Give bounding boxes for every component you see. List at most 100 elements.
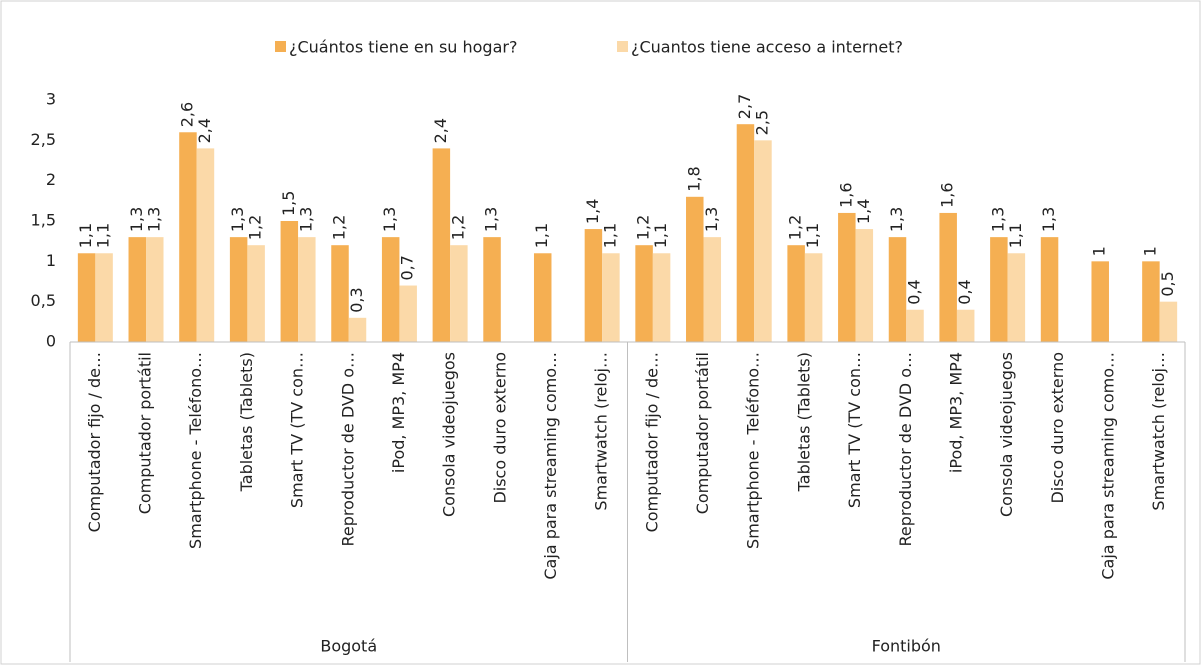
bar <box>399 285 417 342</box>
value-label: 1,8 <box>684 166 703 191</box>
bar <box>298 237 316 342</box>
x-tick-label: Consola videojuegos <box>997 352 1016 517</box>
bar <box>247 245 265 342</box>
x-tick-label: iPod, MP3, MP4 <box>946 352 965 473</box>
value-label: 1,3 <box>380 207 399 232</box>
bar <box>804 253 823 342</box>
value-label: 0,7 <box>398 255 417 280</box>
value-label: 1,2 <box>448 215 467 240</box>
value-label: 1,2 <box>330 215 349 240</box>
bar <box>1159 301 1178 342</box>
x-tick-label: Computador fijo / de… <box>642 352 661 532</box>
bar <box>703 237 722 342</box>
x-tick-label: Computador fijo / de… <box>85 352 104 532</box>
y-tick-label: 1 <box>46 251 56 270</box>
bar <box>939 212 957 342</box>
y-tick-label: 0 <box>46 332 56 351</box>
x-tick-label: Smartwatch (reloj… <box>592 352 611 511</box>
x-tick-label: Disco duro externo <box>490 352 509 504</box>
bar <box>77 253 96 342</box>
bar <box>754 140 772 342</box>
y-tick-label: 2 <box>46 170 56 189</box>
value-label: 1,2 <box>246 215 265 240</box>
value-label: 1,3 <box>296 207 315 232</box>
value-label: 1,6 <box>938 182 957 207</box>
x-tick-label: Reproductor de DVD o… <box>896 352 915 547</box>
bar <box>635 245 653 342</box>
value-label: 2,5 <box>752 110 771 135</box>
value-label: 1,1 <box>803 223 822 248</box>
x-tick-label: Smartphone - Teléfono… <box>186 352 205 549</box>
bar <box>602 253 620 342</box>
x-tick-label: Smartphone - Teléfono… <box>744 352 763 549</box>
x-tick-label: Caja para streaming como… <box>541 352 560 580</box>
value-label: 1,2 <box>786 215 805 240</box>
bar <box>1007 253 1026 342</box>
value-label: 1,4 <box>854 199 873 224</box>
y-tick-label: 1,5 <box>31 211 56 230</box>
x-tick-label: Smart TV (TV con… <box>288 352 307 508</box>
bar <box>146 237 164 342</box>
value-label: 1,1 <box>600 223 619 248</box>
x-tick-label: Smartwatch (reloj… <box>1149 352 1168 511</box>
group-label: Fontibón <box>872 637 941 656</box>
value-label: 2,4 <box>431 118 450 143</box>
y-tick-label: 0,5 <box>31 291 56 310</box>
value-label: 1,5 <box>279 191 298 216</box>
value-label: 1,3 <box>127 207 146 232</box>
bar <box>95 253 113 342</box>
value-label: 1,3 <box>228 207 247 232</box>
x-tick-label: Computador portátil <box>136 352 155 514</box>
y-tick-label: 3 <box>46 90 56 109</box>
value-label: 1,3 <box>988 207 1007 232</box>
x-tick-label: Smart TV (TV con… <box>845 352 864 508</box>
bar <box>483 237 501 342</box>
bar <box>1040 237 1059 342</box>
value-label: 2,7 <box>735 94 754 119</box>
bar <box>584 229 603 342</box>
x-tick-label: Computador portátil <box>693 352 712 514</box>
bar <box>652 253 671 342</box>
legend-swatch <box>275 41 286 52</box>
value-label: 1 <box>1090 246 1109 256</box>
x-tick-label: Caja para streaming como… <box>1098 352 1117 580</box>
bar <box>888 237 907 342</box>
bar <box>381 237 400 342</box>
value-label: 2,4 <box>195 118 214 143</box>
bar <box>855 229 874 342</box>
x-tick-label: Tabletas (Tablets) <box>794 352 813 492</box>
bar <box>686 196 704 342</box>
bar <box>906 309 924 342</box>
legend-label: ¿Cuántos tiene en su hogar? <box>289 38 517 57</box>
bar <box>956 309 975 342</box>
value-label: 1 <box>1140 246 1159 256</box>
value-label: 1,1 <box>532 223 551 248</box>
value-label: 1,3 <box>887 207 906 232</box>
y-tick-label: 2,5 <box>31 130 56 149</box>
value-label: 0,5 <box>1158 271 1177 296</box>
value-label: 1,1 <box>94 223 113 248</box>
value-label: 1,6 <box>836 182 855 207</box>
legend-swatch <box>617 41 628 52</box>
x-tick-label: Tabletas (Tablets) <box>237 352 256 492</box>
bar <box>196 148 215 342</box>
x-tick-label: Disco duro externo <box>1048 352 1067 504</box>
bar <box>128 237 147 342</box>
bar <box>331 245 349 342</box>
legend-label: ¿Cuantos tiene acceso a internet? <box>631 38 903 57</box>
value-label: 1,3 <box>482 207 501 232</box>
bar <box>990 237 1008 342</box>
bar <box>1142 261 1160 342</box>
bar <box>280 221 299 342</box>
bar <box>450 245 468 342</box>
value-label: 1,1 <box>1006 223 1025 248</box>
value-label: 0,4 <box>905 279 924 304</box>
value-label: 0,3 <box>347 287 366 312</box>
group-label: Bogotá <box>320 637 377 656</box>
bar <box>229 237 248 342</box>
bar <box>1091 261 1109 342</box>
value-label: 1,3 <box>702 207 721 232</box>
bar <box>838 212 856 342</box>
value-label: 1,1 <box>651 223 670 248</box>
